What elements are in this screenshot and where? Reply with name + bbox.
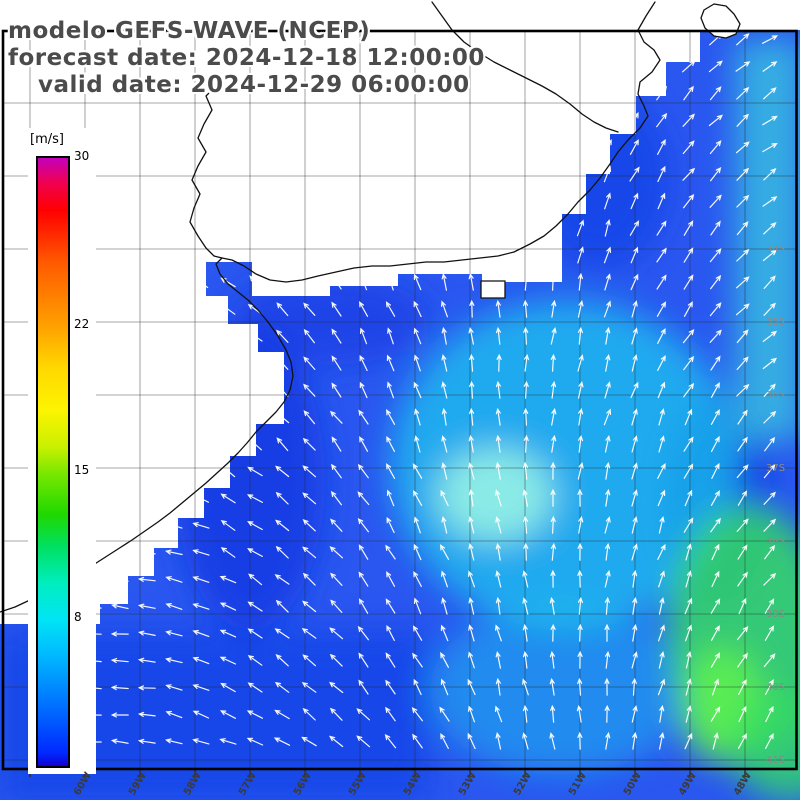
model-title: modelo GEFS-WAVE (NCEP) xyxy=(8,18,371,44)
river-line xyxy=(189,83,223,259)
colorbar-tick: 15 xyxy=(74,463,90,478)
lat-tick-label: 34S xyxy=(766,244,786,255)
colorbar-unit-label: [m/s] xyxy=(30,132,64,147)
lat-tick-label: 41S xyxy=(766,755,786,766)
colorbar-gradient xyxy=(36,156,70,768)
lat-tick-label: 40S xyxy=(766,682,786,693)
colorbar: [m/s] 30 22 15 8 xyxy=(28,128,96,774)
coastline-group xyxy=(0,1,741,613)
colorbar-tick: 22 xyxy=(74,316,90,331)
island xyxy=(700,3,741,39)
coastline-main xyxy=(0,1,661,613)
lat-tick-label: 39S xyxy=(766,609,786,620)
valid-date: valid date: 2024-12-29 06:00:00 xyxy=(38,72,470,98)
lat-tick-label: 37S xyxy=(766,463,786,474)
inlet xyxy=(480,280,506,299)
forecast-date: forecast date: 2024-12-18 12:00:00 xyxy=(8,45,485,71)
lat-tick-label: 38S xyxy=(766,536,786,547)
colorbar-tick: 30 xyxy=(74,149,90,163)
lat-tick-label: 35S xyxy=(766,317,786,328)
border-line xyxy=(431,1,619,133)
lat-tick-label: 36S xyxy=(766,390,786,401)
colorbar-tick: 8 xyxy=(74,610,82,625)
map-frame xyxy=(1,29,798,771)
